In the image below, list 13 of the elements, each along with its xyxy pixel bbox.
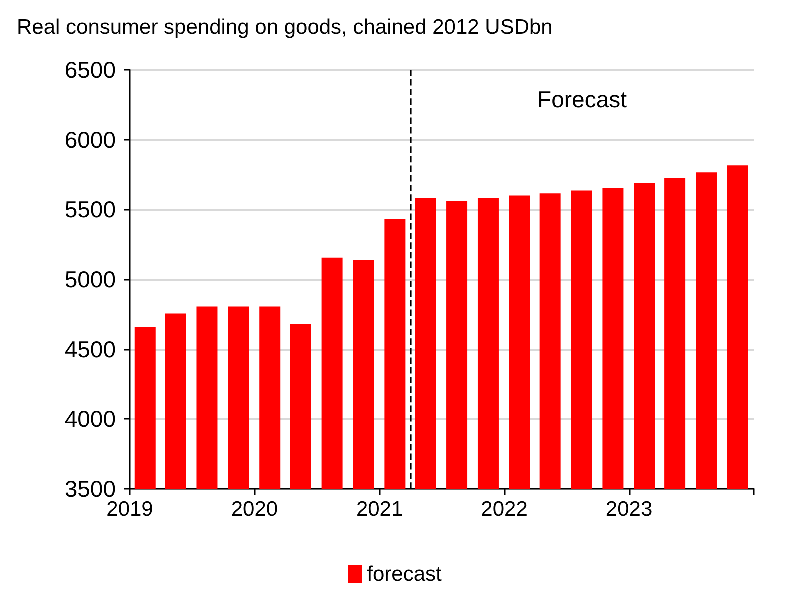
x-tick-label: 2020: [231, 498, 278, 521]
y-tick-label: 4000: [64, 406, 116, 432]
legend-label: forecast: [367, 563, 442, 586]
x-tick-label: 2023: [606, 498, 653, 521]
ref-line-label: Forecast: [538, 86, 628, 112]
y-tick-label: 5000: [64, 266, 116, 292]
y-tick-label: 5500: [64, 196, 116, 223]
x-tick-label: 2022: [481, 498, 528, 521]
x-tick-label: 2021: [356, 498, 404, 521]
y-tick-label: 4500: [64, 336, 116, 362]
y-tick-label: 6500: [64, 57, 116, 83]
chart-title: Real consumer spending on goods, chained 2012 USDbn: [17, 16, 553, 39]
y-tick-label: 6000: [64, 126, 116, 153]
